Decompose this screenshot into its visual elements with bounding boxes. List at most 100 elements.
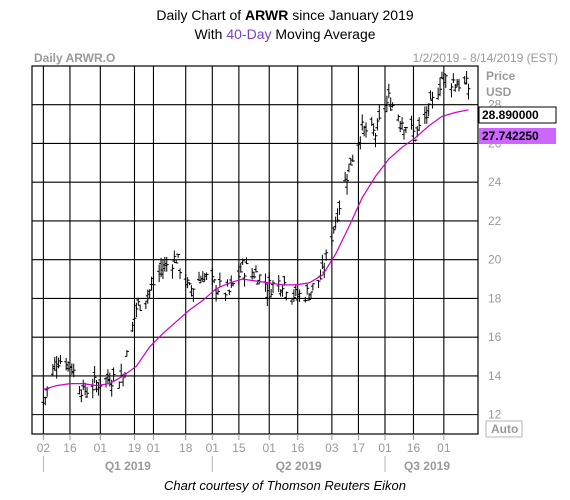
ohlc-bar bbox=[373, 133, 378, 148]
ohlc-bar bbox=[417, 117, 422, 132]
x-tick-label: 19 bbox=[128, 441, 142, 455]
x-tick-label: 18 bbox=[179, 441, 193, 455]
ohlc-bar bbox=[424, 106, 429, 124]
ohlc-bar bbox=[223, 292, 228, 302]
ohlc-bar bbox=[430, 91, 435, 109]
x-tick-label: 01 bbox=[378, 441, 392, 455]
ohlc-bar bbox=[178, 268, 183, 280]
ohlc-bar bbox=[117, 381, 122, 389]
last-price-badge: 28.890000 bbox=[478, 106, 557, 124]
price-axis-label: Price bbox=[486, 69, 516, 83]
ohlc-bar bbox=[348, 157, 353, 166]
ohlc-bar bbox=[400, 117, 405, 130]
ohlc-bar bbox=[438, 77, 443, 97]
ohlc-bar bbox=[172, 250, 177, 263]
ohlc-bar bbox=[174, 259, 179, 264]
ohlc-bar bbox=[132, 317, 137, 326]
ohlc-bar bbox=[307, 292, 312, 301]
ohlc-bar bbox=[90, 378, 95, 399]
ohlc-bar bbox=[388, 97, 393, 111]
chart-title: Daily Chart of ARWR since January 2019 W… bbox=[0, 6, 570, 44]
ohlc-bar bbox=[291, 289, 296, 303]
ma-value: 27.742250 bbox=[482, 129, 539, 143]
last-price-box bbox=[478, 106, 557, 124]
y-tick-label: 16 bbox=[488, 330, 502, 344]
ohlc-bar bbox=[210, 267, 215, 285]
x-axis-ticks: 02 16 01 19 01 18 01 15 01 16 03 17 01 16 01 bbox=[37, 434, 451, 455]
ma-value-badge: 27.742250 bbox=[479, 128, 556, 144]
ohlc-bar bbox=[71, 363, 76, 378]
x-tick-label: 15 bbox=[232, 441, 246, 455]
title-line-1: Daily Chart of ARWR since January 2019 bbox=[0, 6, 570, 25]
ohlc-bar bbox=[293, 284, 298, 297]
ohlc-bar bbox=[191, 288, 196, 303]
ohlc-bar bbox=[151, 270, 156, 289]
ma-value-box bbox=[479, 128, 556, 144]
ohlc-bar bbox=[236, 264, 241, 285]
ohlc-bar bbox=[371, 123, 376, 136]
ohlc-bar bbox=[58, 354, 63, 364]
title-suffix: since January 2019 bbox=[288, 7, 414, 23]
date-range-label: 1/2/2019 - 8/14/2019 (EST) bbox=[413, 51, 558, 65]
x-tick-label: 01 bbox=[206, 441, 220, 455]
ohlc-bar bbox=[443, 74, 448, 88]
ohlc-bar bbox=[345, 174, 350, 195]
ohlc-bar bbox=[282, 275, 287, 286]
ohlc-bar bbox=[253, 265, 258, 273]
ohlc-bar bbox=[449, 83, 454, 98]
ohlc-bar bbox=[396, 114, 401, 122]
y-tick-label: 24 bbox=[488, 175, 502, 189]
grid bbox=[32, 66, 478, 434]
ohlc-bar bbox=[337, 200, 342, 215]
ohlc-bar bbox=[136, 297, 141, 305]
quarter-label: Q2 2019 bbox=[276, 459, 322, 473]
quarter-labels: Q1 2019 Q2 2019 Q3 2019 bbox=[42, 456, 450, 473]
ohlc-bar bbox=[267, 272, 272, 289]
ohlc-bar bbox=[335, 208, 340, 223]
last-price-value: 28.890000 bbox=[482, 108, 539, 122]
ohlc-bar bbox=[164, 256, 169, 272]
x-tick-label: 01 bbox=[437, 441, 451, 455]
ohlc-bar bbox=[457, 78, 462, 92]
x-tick-label: 02 bbox=[37, 441, 51, 455]
ohlc-bar bbox=[305, 283, 310, 295]
ohlc-bar bbox=[303, 296, 308, 303]
ohlc-bar bbox=[212, 279, 217, 283]
ohlc-bar bbox=[111, 367, 116, 382]
subtitle-suffix: Moving Average bbox=[271, 26, 376, 42]
auto-button[interactable]: Auto bbox=[485, 420, 523, 438]
plot-frame bbox=[31, 65, 479, 435]
ohlc-bar bbox=[464, 71, 469, 85]
auto-button-label[interactable]: Auto bbox=[491, 422, 518, 436]
ohlc-bar bbox=[271, 280, 276, 293]
ohlc-bar bbox=[297, 289, 302, 302]
ohlc-bar bbox=[331, 227, 336, 234]
ohlc-bar bbox=[56, 357, 61, 369]
symbol-label: Daily ARWR.O bbox=[34, 51, 115, 65]
ohlc-bar bbox=[329, 231, 334, 246]
title-ticker: ARWR bbox=[245, 7, 289, 23]
y-tick-label: 22 bbox=[488, 214, 502, 228]
auto-button-frame[interactable] bbox=[485, 420, 523, 438]
ohlc-bar bbox=[200, 271, 205, 283]
ohlc-bar bbox=[252, 271, 257, 279]
ohlc-bar bbox=[170, 264, 175, 279]
title-line-2: With 40-Day Moving Average bbox=[0, 25, 570, 44]
ohlc-bar bbox=[134, 302, 139, 318]
credit-note: Chart courtesy of Thomson Reuters Eikon bbox=[163, 478, 407, 493]
moving-average-line bbox=[43, 109, 469, 391]
ohlc-bar bbox=[413, 139, 418, 142]
ohlc-bar bbox=[215, 288, 220, 295]
y-axis-ticks: 121416182022242628 bbox=[488, 98, 502, 422]
ohlc-bar bbox=[79, 389, 84, 403]
price-bars bbox=[41, 71, 471, 406]
ohlc-bar bbox=[466, 83, 471, 100]
y-tick-label: 20 bbox=[488, 253, 502, 267]
subtitle-prefix: With bbox=[194, 26, 227, 42]
y-tick-label: 14 bbox=[488, 369, 502, 383]
ohlc-bar bbox=[124, 350, 129, 357]
x-tick-label: 03 bbox=[325, 441, 339, 455]
y-tick-label: 18 bbox=[488, 291, 502, 305]
y-tick-label: 12 bbox=[488, 408, 502, 422]
